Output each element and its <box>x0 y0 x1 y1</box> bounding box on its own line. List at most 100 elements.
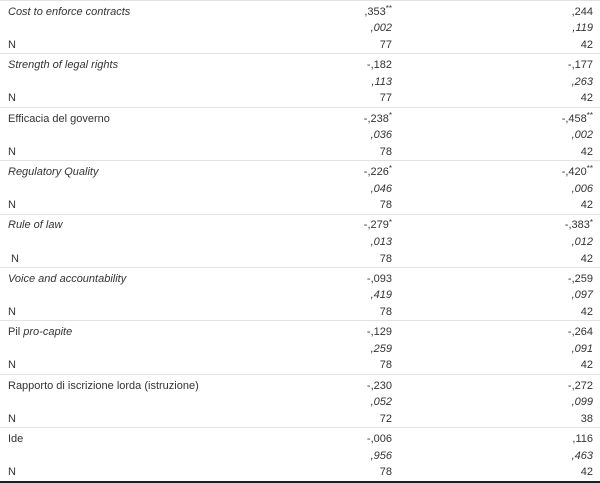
sig-value-col2: ,119 <box>572 22 593 35</box>
sig-value-col1: ,002 <box>370 22 392 35</box>
pearson-line: Regulatory Quality -,226* -,420** <box>0 164 600 181</box>
n-line: N 78 42 <box>0 143 600 160</box>
sig-line: ,002 ,119 <box>0 20 600 37</box>
pearson-value-col2: -,383* <box>564 217 593 232</box>
variable-label: Rule of law <box>0 219 255 231</box>
n-line: N 78 42 <box>0 304 600 321</box>
n-value-col2: 42 <box>580 359 593 372</box>
sig-value-col2: ,097 <box>571 289 593 302</box>
n-value-col2: 42 <box>580 145 593 158</box>
variable-label: Cost to enforce contracts <box>0 6 255 18</box>
pearson-value-col1: -,230 <box>366 379 392 392</box>
variable-label-regular: Efficacia del governo <box>8 112 110 125</box>
variable-label-italic: Regulatory Quality <box>8 165 99 178</box>
n-value-col2: 42 <box>580 466 593 479</box>
sig-line: ,036 ,002 <box>0 127 600 144</box>
n-value-col1: 72 <box>379 412 392 425</box>
sig-value-col2: ,099 <box>571 396 593 409</box>
pearson-value-col1: -,238* <box>363 111 392 125</box>
pearson-line: Strength of legal rights -,182 -,177 <box>0 57 600 74</box>
sig-line: ,259 ,091 <box>0 340 600 357</box>
n-value-col2: 42 <box>580 252 593 265</box>
variable-label-italic: Cost to enforce contracts <box>8 5 131 18</box>
significance-stars-col2: ** <box>586 164 593 174</box>
variable-label: Strength of legal rights <box>0 59 255 71</box>
n-value-col1: 78 <box>379 466 392 479</box>
n-value-col1: 77 <box>379 92 392 105</box>
sig-value-col2: ,091 <box>571 342 593 355</box>
pearson-value-col2: -,264 <box>567 326 593 339</box>
pearson-value-col1: -,093 <box>366 272 392 285</box>
pearson-value-col2: -,458** <box>561 111 593 125</box>
n-label: N <box>8 305 16 318</box>
pearson-value-col1: ,353** <box>364 4 392 18</box>
pearson-value-col1: -,226* <box>363 164 392 178</box>
n-value-col1: 78 <box>379 305 392 318</box>
sig-line: ,046 ,006 <box>0 180 600 197</box>
n-line: N 78 42 <box>0 250 600 267</box>
variable-label-regular: Pil <box>8 326 24 339</box>
n-value-col2: 42 <box>580 92 593 105</box>
variable-label-regular: Rapporto di iscrizione lorda (istruzione… <box>8 379 199 392</box>
n-value-col2: 38 <box>580 412 593 425</box>
n-label: N <box>8 252 19 265</box>
table-row: Pil pro-capite -,129 -,264 ,259 ,091 N 7… <box>0 320 600 373</box>
pearson-line: Voice and accountability -,093 -,259 <box>0 270 600 287</box>
pearson-line: Efficacia del governo -,238* -,458** <box>0 110 600 127</box>
variable-label-italic: Voice and accountability <box>8 272 127 285</box>
sig-line: ,013 ,012 <box>0 234 600 251</box>
sig-value-col2: ,263 <box>571 75 593 88</box>
sig-line: ,956 ,463 <box>0 447 600 464</box>
variable-label-italic: Rule of law <box>8 219 63 232</box>
variable-label-italic: Strength of legal rights <box>8 59 119 72</box>
pearson-line: Pil pro-capite -,129 -,264 <box>0 324 600 341</box>
variable-label: Rapporto di iscrizione lorda (istruzione… <box>0 380 255 392</box>
n-value-col2: 42 <box>580 305 593 318</box>
n-label: N <box>8 145 16 158</box>
pearson-value-col2: -,177 <box>567 59 593 72</box>
n-value-col1: 78 <box>379 145 392 158</box>
significance-stars-col2: ** <box>586 111 593 121</box>
sig-value-col1: ,036 <box>370 129 392 142</box>
variable-label-italic: pro-capite <box>23 326 73 339</box>
variable-label: Ide <box>0 433 255 445</box>
sig-line: ,419 ,097 <box>0 287 600 304</box>
sig-value-col2: ,012 <box>571 235 593 248</box>
pearson-line: Rule of law -,279* -,383* <box>0 217 600 234</box>
n-line: N 72 38 <box>0 410 600 427</box>
significance-stars-col1: * <box>388 217 392 227</box>
significance-stars-col1: * <box>388 111 392 121</box>
n-line: N 77 42 <box>0 90 600 107</box>
n-label: N <box>8 359 16 372</box>
n-line: N 78 42 <box>0 464 600 481</box>
significance-stars-col1: * <box>388 164 392 174</box>
table-row: Ide -,006 ,116 ,956 ,463 N 78 42 <box>0 427 600 480</box>
sig-value-col1: ,259 <box>370 342 392 355</box>
variable-label: Pil pro-capite <box>0 326 255 338</box>
sig-value-col2: ,002 <box>571 129 593 142</box>
n-label: N <box>8 199 16 212</box>
n-value-col2: 42 <box>580 199 593 212</box>
sig-value-col1: ,419 <box>370 289 392 302</box>
n-line: N 78 42 <box>0 197 600 214</box>
table-row: Cost to enforce contracts ,353** ,244 ,0… <box>0 0 600 53</box>
pearson-line: Rapporto di iscrizione lorda (istruzione… <box>0 377 600 394</box>
pearson-value-col1: -,006 <box>366 432 392 445</box>
variable-label: Regulatory Quality <box>0 166 255 178</box>
n-label: N <box>8 38 16 51</box>
significance-stars-col1: ** <box>385 4 392 14</box>
n-label: N <box>8 466 16 479</box>
n-label: N <box>8 92 16 105</box>
sig-value-col2: ,006 <box>571 182 593 195</box>
n-value-col1: 78 <box>379 252 392 265</box>
n-line: N 78 42 <box>0 357 600 374</box>
sig-value-col1: ,956 <box>370 449 392 462</box>
pearson-line: Ide -,006 ,116 <box>0 431 600 448</box>
pearson-line: Cost to enforce contracts ,353** ,244 <box>0 4 600 21</box>
pearson-value-col2: -,272 <box>567 379 593 392</box>
pearson-value-col2: ,116 <box>572 432 593 445</box>
table-row: Rule of law -,279* -,383* ,013 ,012 N 78… <box>0 213 600 267</box>
table-row: Strength of legal rights -,182 -,177 ,11… <box>0 53 600 106</box>
variable-label: Efficacia del governo <box>0 113 255 125</box>
